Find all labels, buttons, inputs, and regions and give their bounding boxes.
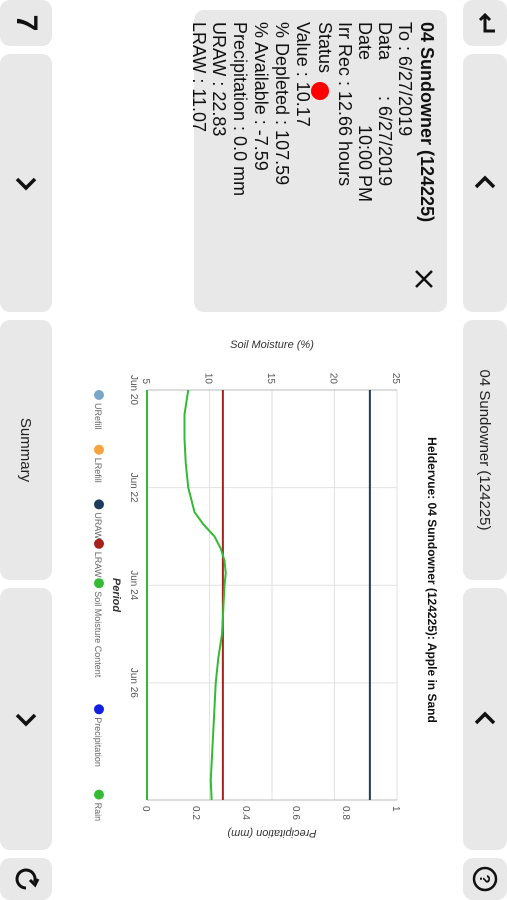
y2-tick-label: 0.8 (340, 806, 351, 820)
x-tick-label: Jun 20 (128, 375, 139, 405)
series-line-soil-moisture-content (183, 389, 227, 801)
legend-marker (94, 444, 104, 455)
x-tick-label: Jun 26 (128, 668, 139, 698)
info-irr-rec: Irr Rec : 12.66 hours (335, 22, 355, 187)
legend-label: Rain (93, 803, 103, 822)
y2-tick-label: 0.6 (290, 806, 301, 820)
return-arrow-icon (478, 12, 495, 33)
summary-button[interactable]: Summary (0, 320, 52, 580)
legend-label: Soil Moisture Content (93, 591, 103, 678)
legend-label: URAW (93, 512, 103, 540)
legend-marker (94, 578, 104, 589)
y2-axis-label: Precipitation (mm) (227, 827, 317, 839)
soil-moisture-chart: Heldervue: 04 Sundowner (124225): Apple … (67, 330, 447, 840)
info-pct-depleted: % Depleted : 107.59 (272, 22, 292, 186)
x-tick-label: Jun 22 (128, 473, 139, 503)
chevron-left-icon (474, 711, 496, 725)
y-tick-label: 20 (328, 373, 339, 385)
info-title: 04 Sundowner (124225) (417, 22, 437, 223)
y-axis-label: Soil Moisture (%) (230, 339, 314, 351)
close-button[interactable] (413, 268, 435, 290)
legend-marker (94, 789, 104, 800)
summary-label: Summary (17, 417, 35, 483)
y2-tick-label: 0 (140, 806, 151, 812)
legend-label: Precipitation (93, 717, 103, 767)
chart-svg: 5 10 15 20 25 Jun 20 Jun 22 Jun 24 Jun 26 0 0.2 0.4… (93, 339, 401, 839)
forward-chevron-button[interactable] (0, 588, 52, 850)
station-label: 04 Sundowner (124225) (476, 369, 494, 531)
back-button[interactable] (463, 0, 507, 46)
close-icon (415, 270, 433, 288)
back-chevron-button[interactable] (463, 588, 507, 850)
x-axis-label: Period (110, 578, 122, 613)
info-date-label: Date (355, 22, 375, 61)
legend-label: LRefill (93, 458, 103, 483)
legend-marker (94, 390, 104, 400)
help-icon: ? (472, 866, 498, 892)
info-data-value: : 6/27/2019 (375, 96, 395, 187)
station-button[interactable]: 04 Sundowner (124225) (463, 320, 507, 580)
next-button[interactable] (0, 54, 52, 312)
info-value: Value : 10.17 (293, 22, 313, 127)
y2-tick-label: 0.2 (190, 806, 201, 820)
y-tick-label: 25 (390, 373, 401, 385)
info-uraw: URAW : 22.83 (209, 22, 229, 137)
y-tick-label: 10 (203, 373, 214, 385)
refresh-icon (15, 868, 40, 890)
x-tick-label: Jun 24 (128, 570, 139, 600)
info-precipitation: Precipitation : 0.0 mm (230, 22, 250, 197)
status-dot (311, 82, 329, 100)
chevron-right-icon (15, 713, 37, 727)
legend-marker (94, 538, 104, 549)
y-tick-label: 15 (265, 373, 276, 385)
info-lraw: LRAW : 11.07 (189, 22, 209, 133)
legend-label: LRAW (93, 552, 103, 578)
station-info-panel: 04 Sundowner (124225) To : 6/27/2019 Dat… (189, 10, 447, 312)
chevron-left-icon (474, 175, 496, 189)
info-data-label: Data (375, 22, 395, 61)
y-tick-label: 5 (140, 378, 151, 384)
legend-marker (94, 499, 104, 510)
info-pct-available: % Available : -7.59 (251, 22, 271, 171)
svg-text:?: ? (476, 874, 493, 883)
info-to: To : 6/27/2019 (395, 22, 415, 137)
info-time-value: 10:00 PM (355, 125, 375, 203)
refresh-button[interactable] (0, 858, 52, 900)
previous-button[interactable] (463, 54, 507, 312)
legend-label: URefill (93, 403, 103, 430)
help-button[interactable]: ? (463, 858, 507, 900)
badge-button[interactable]: 7 (0, 0, 52, 46)
info-status-label: Status (315, 22, 335, 74)
legend-marker (94, 704, 104, 715)
chevron-right-icon (15, 177, 37, 191)
y2-tick-label: 1 (390, 806, 401, 812)
y2-tick-label: 0.4 (240, 806, 251, 820)
badge-number: 7 (10, 14, 43, 32)
